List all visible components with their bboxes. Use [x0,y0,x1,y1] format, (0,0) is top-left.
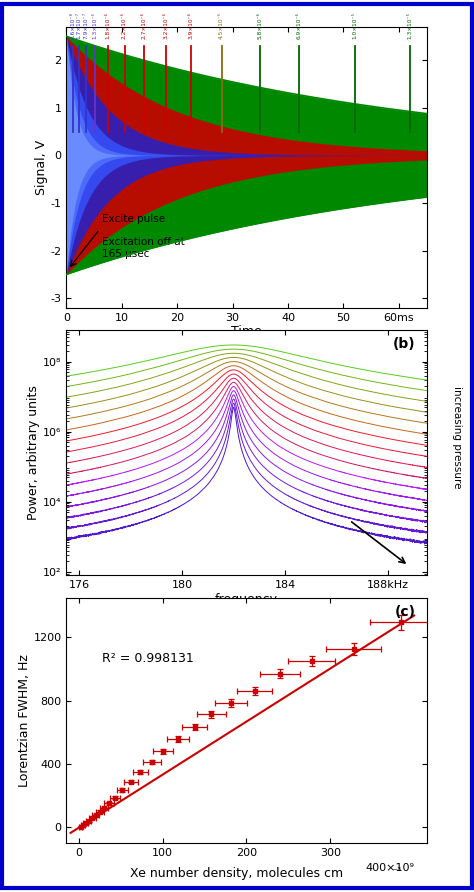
Text: 1.3×10⁻⁶: 1.3×10⁻⁶ [93,12,98,38]
Text: 400×10⁹: 400×10⁹ [365,863,414,872]
Text: 1.8×10⁻⁶: 1.8×10⁻⁶ [105,12,110,38]
Text: (b): (b) [393,337,416,351]
Text: 2.2×10⁻⁶: 2.2×10⁻⁶ [122,12,127,38]
Text: 5.8×10⁻⁶: 5.8×10⁻⁶ [258,12,263,38]
Text: Excite pulse: Excite pulse [102,214,165,225]
Text: 3.9×10⁻⁶: 3.9×10⁻⁶ [189,12,193,38]
Text: ⁻³: ⁻³ [392,867,401,877]
Y-axis label: Power, arbitrary units: Power, arbitrary units [27,385,40,520]
Text: 2.6×10⁻⁸: 2.6×10⁻⁸ [71,12,75,38]
Text: 1.3×10⁻⁵: 1.3×10⁻⁵ [408,12,412,38]
Text: 1.7×10⁻⁷: 1.7×10⁻⁷ [76,12,81,38]
X-axis label: Time: Time [231,326,262,338]
Text: 4.5×10⁻⁶: 4.5×10⁻⁶ [219,12,224,38]
Text: 3.2×10⁻⁶: 3.2×10⁻⁶ [164,12,169,38]
Y-axis label: Lorentzian FWHM, Hz: Lorentzian FWHM, Hz [18,654,31,787]
Y-axis label: Signal, V: Signal, V [35,140,47,194]
Text: 2.7×10⁻⁶: 2.7×10⁻⁶ [141,12,146,38]
Text: Excitation off at
165 μsec: Excitation off at 165 μsec [102,237,185,259]
Text: 6.9×10⁻⁶: 6.9×10⁻⁶ [297,12,301,38]
Text: R² = 0.998131: R² = 0.998131 [102,651,194,665]
Text: (c): (c) [395,605,416,619]
Text: 1.0×10⁻⁵: 1.0×10⁻⁵ [352,12,357,38]
X-axis label: frequency: frequency [215,593,278,606]
Text: Xe number density, molecules cm: Xe number density, molecules cm [130,867,344,880]
Text: 7.9×10⁻⁷: 7.9×10⁻⁷ [83,12,88,38]
Text: increasing pressure: increasing pressure [452,386,463,488]
